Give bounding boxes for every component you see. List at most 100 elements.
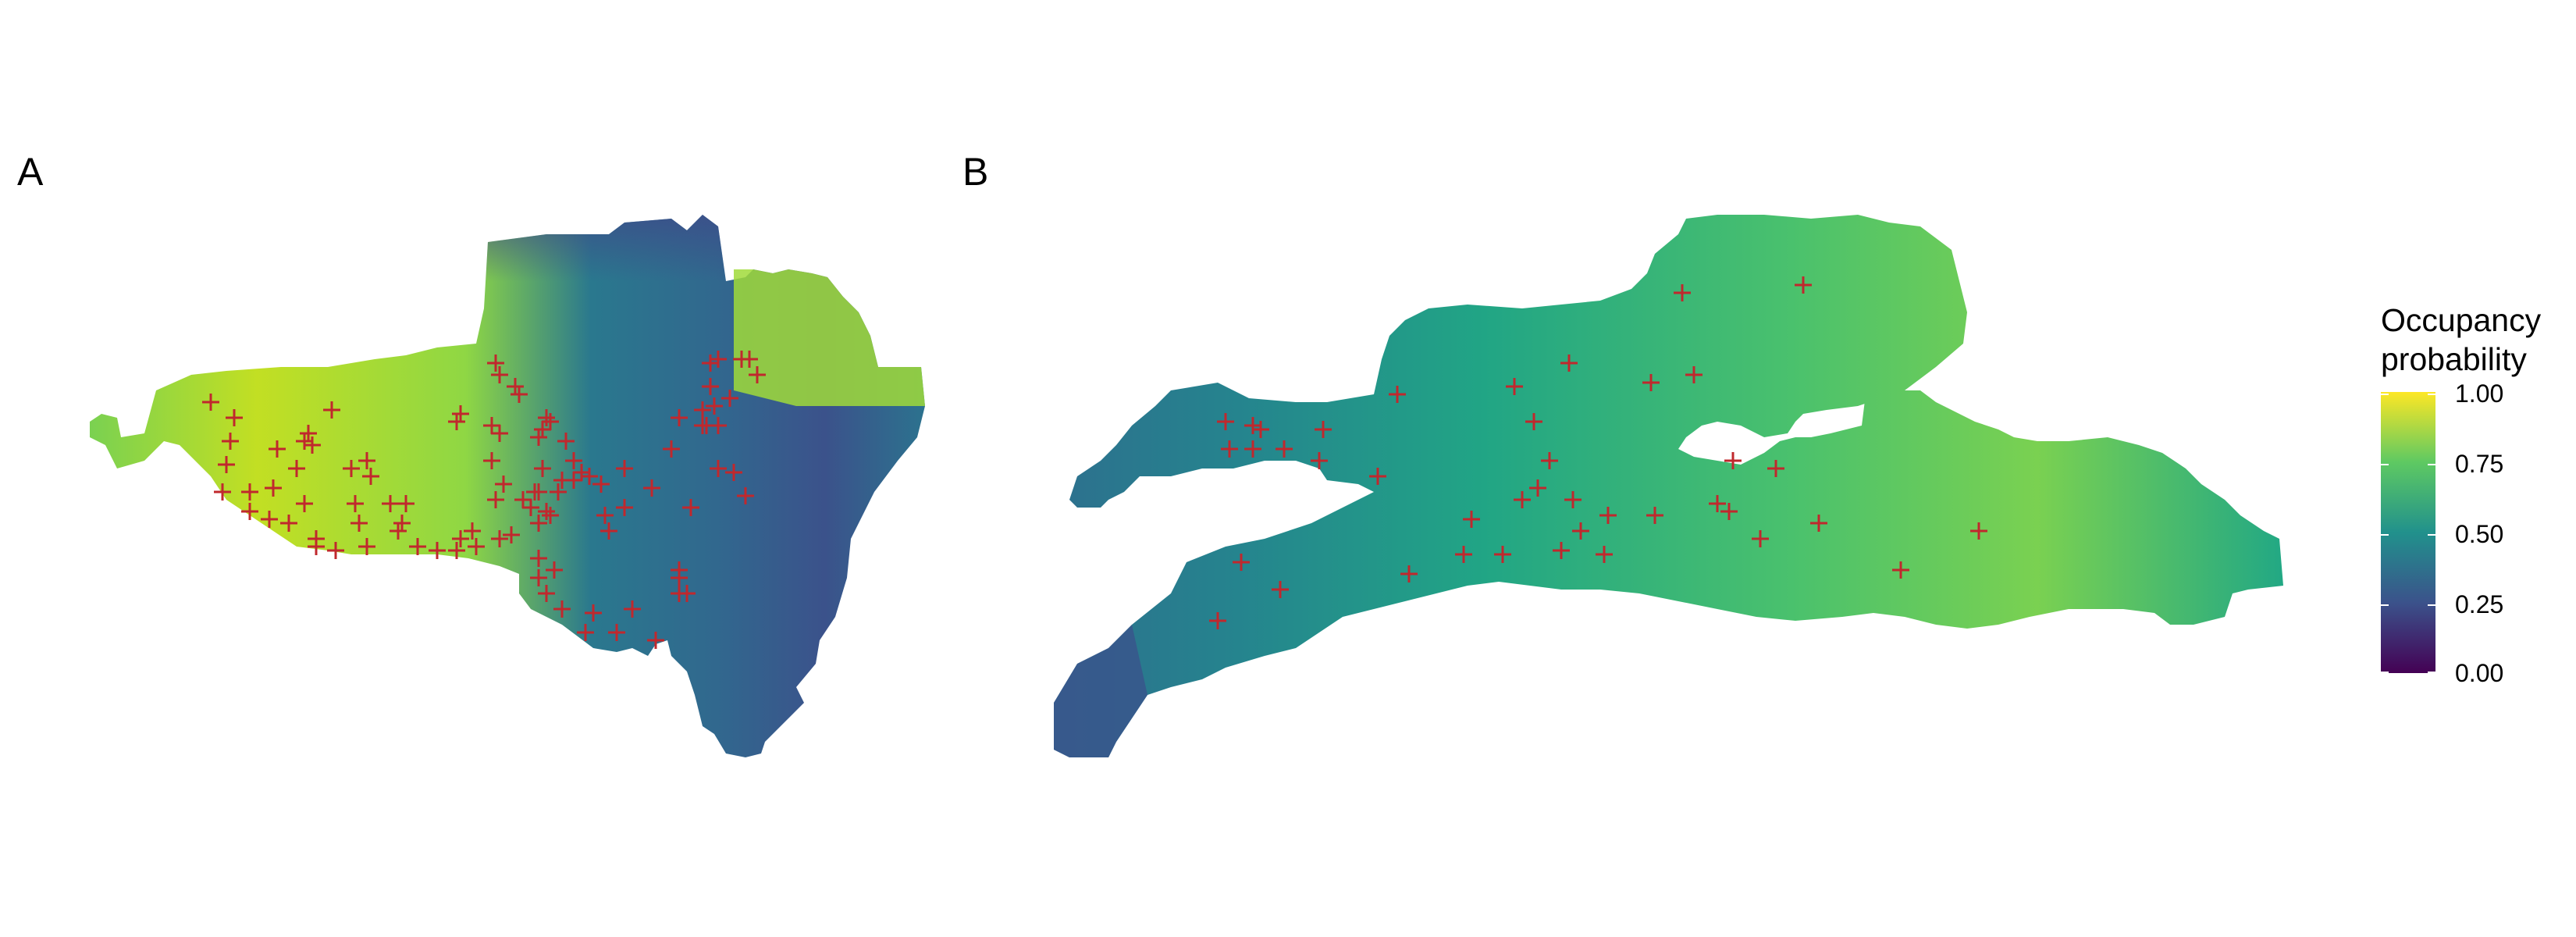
detection-marker xyxy=(530,429,547,446)
detection-marker xyxy=(1596,546,1613,563)
detection-markers xyxy=(202,276,1987,649)
legend-tick-mark xyxy=(2428,534,2435,536)
detection-marker xyxy=(304,436,321,454)
detection-marker xyxy=(202,394,219,411)
detection-marker xyxy=(1400,565,1418,583)
detection-marker xyxy=(710,417,727,434)
detection-marker xyxy=(343,460,360,477)
map-a-region xyxy=(90,215,925,757)
detection-marker xyxy=(269,440,286,458)
detection-marker xyxy=(534,421,551,438)
legend-tick-mark xyxy=(2428,672,2435,673)
detection-marker xyxy=(265,479,282,497)
detection-marker xyxy=(1455,546,1472,563)
detection-marker xyxy=(741,351,758,368)
detection-marker xyxy=(1233,554,1250,571)
detection-marker xyxy=(1389,386,1406,403)
legend-tick-mark xyxy=(2381,604,2389,606)
detection-marker xyxy=(737,487,754,504)
detection-marker xyxy=(725,464,742,481)
detection-marker xyxy=(585,604,602,622)
detection-marker xyxy=(1369,468,1386,485)
detection-marker xyxy=(296,433,313,450)
detection-marker xyxy=(538,503,555,520)
detection-marker xyxy=(296,495,313,512)
detection-marker xyxy=(710,460,727,477)
legend-tick-mark xyxy=(2381,672,2389,673)
detection-marker xyxy=(1767,460,1784,477)
detection-marker xyxy=(222,433,239,450)
legend-tick-mark xyxy=(2428,604,2435,606)
detection-marker xyxy=(452,530,469,547)
detection-marker xyxy=(241,483,258,501)
detection-marker xyxy=(538,585,555,602)
detection-marker xyxy=(1752,530,1769,547)
legend-tick-label: 0.25 xyxy=(2455,590,2504,618)
detection-marker xyxy=(514,491,532,508)
detection-marker xyxy=(483,417,500,434)
legend-tick-mark xyxy=(2428,464,2435,465)
detection-marker xyxy=(702,354,719,372)
detection-marker xyxy=(452,405,469,422)
legend-tick-mark xyxy=(2381,464,2389,465)
detection-marker xyxy=(1315,421,1332,438)
detection-marker xyxy=(671,561,688,579)
detection-marker xyxy=(530,515,547,532)
detection-marker xyxy=(581,468,598,485)
detection-marker xyxy=(678,585,696,602)
detection-marker xyxy=(1244,417,1261,434)
detection-marker xyxy=(495,476,512,493)
detection-marker xyxy=(1970,522,1987,540)
detection-marker xyxy=(1541,452,1558,469)
legend-tick-mark xyxy=(2381,394,2389,395)
detection-marker xyxy=(1252,421,1269,438)
detection-marker xyxy=(749,366,766,383)
detection-marker xyxy=(300,425,317,442)
detection-marker xyxy=(721,390,738,407)
detection-marker xyxy=(616,499,633,516)
detection-marker xyxy=(647,632,664,649)
panel-label-b: B xyxy=(962,150,989,194)
legend-tick-label: 0.00 xyxy=(2455,659,2504,687)
detection-marker xyxy=(288,460,305,477)
detection-marker xyxy=(468,538,485,555)
detection-marker xyxy=(491,366,508,383)
detection-marker xyxy=(218,456,235,473)
detection-marker xyxy=(550,483,567,501)
detection-marker xyxy=(487,354,504,372)
detection-marker xyxy=(491,530,508,547)
detection-marker xyxy=(1685,366,1703,383)
detection-marker xyxy=(448,413,465,430)
legend-tick-mark xyxy=(2381,534,2389,536)
detection-marker xyxy=(1506,378,1523,395)
detection-marker xyxy=(643,479,660,497)
detection-marker xyxy=(1494,546,1511,563)
detection-marker xyxy=(706,397,723,415)
detection-marker xyxy=(694,401,711,419)
detection-marker xyxy=(682,499,699,516)
detection-marker xyxy=(397,495,415,512)
detection-marker xyxy=(1810,515,1827,532)
detection-marker xyxy=(1529,479,1546,497)
map-b-region xyxy=(1054,215,2283,757)
detection-marker xyxy=(592,476,610,493)
detection-marker xyxy=(429,542,446,559)
detection-marker xyxy=(557,433,575,450)
detection-marker xyxy=(1514,491,1531,508)
detection-marker xyxy=(1525,413,1542,430)
detection-marker xyxy=(1217,413,1234,430)
detection-marker xyxy=(358,538,375,555)
detection-marker xyxy=(503,526,520,543)
detection-marker xyxy=(616,460,633,477)
detection-marker xyxy=(308,538,325,555)
detection-marker xyxy=(1572,522,1589,540)
detection-marker xyxy=(1599,507,1617,524)
detection-marker xyxy=(491,425,508,442)
detection-marker xyxy=(507,378,524,395)
detection-marker xyxy=(390,522,407,540)
detection-marker xyxy=(1311,452,1328,469)
detection-marker xyxy=(1553,542,1570,559)
detection-marker xyxy=(671,409,688,426)
legend-tick-label: 0.75 xyxy=(2455,450,2504,478)
